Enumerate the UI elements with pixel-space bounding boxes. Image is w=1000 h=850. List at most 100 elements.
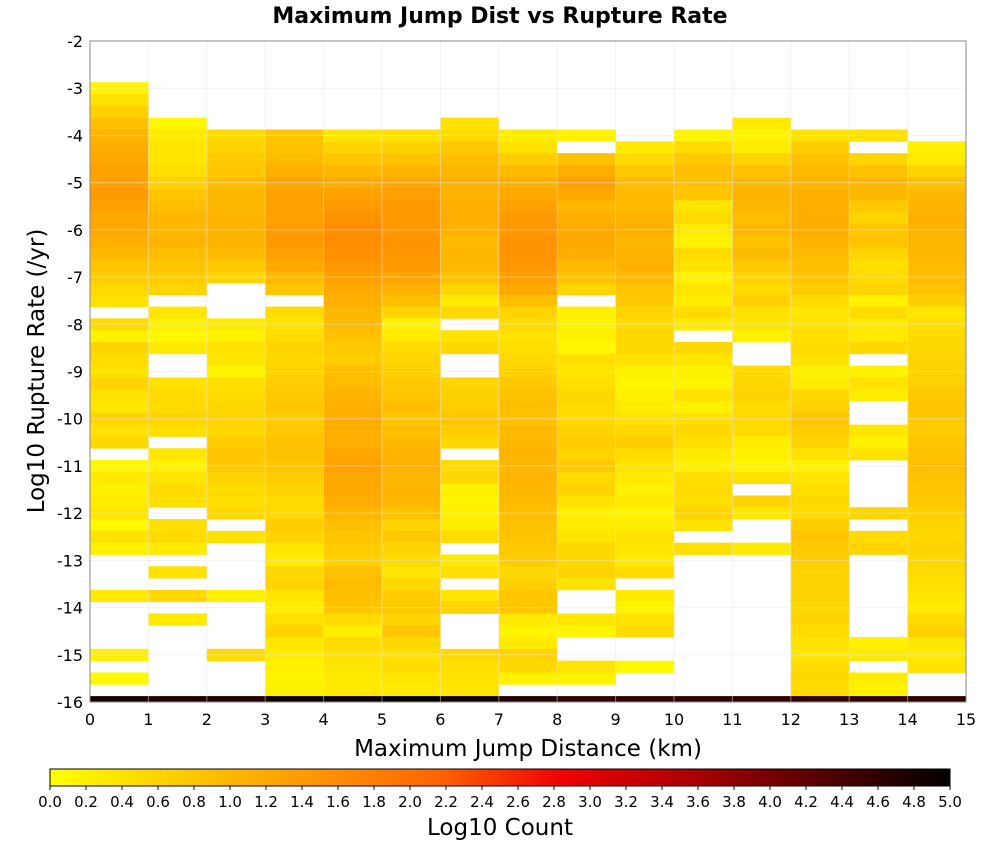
heatmap-cell [440, 495, 500, 508]
colorbar-tick-label: 3.4 [650, 793, 674, 811]
x-axis-label: Maximum Jump Distance (km) [354, 736, 702, 762]
y-tick-label: -4 [67, 126, 83, 145]
heatmap-cell [790, 589, 850, 603]
heatmap-cell [382, 672, 441, 685]
heatmap-cell [90, 483, 149, 496]
colorbar-tick-label: 1.8 [362, 793, 386, 811]
y-tick-label: -16 [57, 693, 83, 712]
heatmap-cell [90, 94, 149, 107]
heatmap-cell [907, 495, 967, 508]
colorbar-tick-label: 5.0 [938, 793, 962, 811]
heatmap-cell [382, 200, 441, 213]
heatmap-cell [615, 259, 675, 272]
y-tick-label: -15 [57, 646, 83, 665]
heatmap-cell [732, 188, 792, 201]
heatmap-cell [674, 353, 733, 366]
heatmap-cell [498, 377, 558, 390]
heatmap-cell [907, 282, 967, 296]
heatmap-cell [90, 377, 149, 390]
heatmap-cell [440, 566, 500, 579]
heatmap-cell [90, 341, 149, 355]
heatmap-cell [265, 389, 324, 402]
x-tick-label: 7 [494, 710, 504, 729]
heatmap-cell [265, 542, 324, 555]
heatmap-cell [265, 377, 324, 390]
x-tick-label: 4 [319, 710, 329, 729]
heatmap-cell [732, 495, 792, 508]
heatmap-cell [382, 684, 441, 697]
heatmap-cell [382, 188, 441, 201]
heatmap-cell [557, 542, 616, 555]
heatmap-cell [265, 200, 324, 213]
heatmap-cell [323, 200, 383, 213]
heatmap-cell [382, 637, 441, 650]
heatmap-cell [674, 401, 733, 414]
heatmap-cell [90, 389, 149, 402]
colorbar-tick-label: 2.8 [542, 793, 566, 811]
heatmap-cell [790, 424, 850, 437]
heatmap-cell [732, 212, 792, 225]
y-tick-label: -3 [67, 79, 83, 98]
heatmap-cell [206, 247, 266, 260]
heatmap-cell [557, 578, 616, 591]
heatmap-cell [323, 542, 383, 555]
heatmap-cell [557, 483, 616, 496]
heatmap-cell [265, 613, 324, 626]
heatmap-cell [206, 424, 266, 437]
heatmap-cell [674, 424, 733, 437]
colorbar-label: Log10 Count [427, 815, 573, 841]
heatmap-cell [732, 448, 792, 461]
heatmap-cell [265, 235, 324, 248]
heatmap-cell [790, 401, 850, 414]
heatmap-cell [498, 282, 558, 296]
heatmap-cell [323, 589, 383, 603]
heatmap-cell [557, 188, 616, 201]
heatmap-cell [440, 483, 500, 496]
heatmap-cell [557, 164, 616, 178]
heatmap-cell [265, 589, 324, 603]
heatmap-cell [382, 341, 441, 355]
heatmap-cell [674, 471, 733, 485]
heatmap-cell [323, 164, 383, 178]
heatmap-cell [323, 330, 383, 343]
heatmap-cell [907, 306, 967, 319]
heatmap-cell [907, 483, 967, 496]
heatmap-cell [557, 282, 616, 296]
heatmap-cell [382, 471, 441, 485]
heatmap-cell [265, 330, 324, 343]
heatmap-cell [265, 212, 324, 225]
heatmap-cell [615, 542, 675, 555]
heatmap-cell [265, 530, 324, 544]
heatmap-cell [557, 259, 616, 272]
heatmap-cell [90, 696, 149, 703]
x-tick-label: 14 [897, 710, 917, 729]
heatmap-cell [790, 259, 850, 272]
heatmap-cell [674, 341, 733, 355]
heatmap-cell [323, 436, 383, 449]
heatmap-cell [498, 294, 558, 307]
heatmap-cell [148, 235, 208, 248]
heatmap-cell [498, 578, 558, 591]
heatmap-cell [90, 294, 149, 307]
heatmap-cell [498, 519, 558, 532]
heatmap-cell [90, 542, 149, 555]
x-tick-label: 8 [552, 710, 562, 729]
heatmap-cell [265, 660, 324, 673]
heatmap-cell [265, 259, 324, 272]
heatmap-cell [498, 696, 558, 703]
heatmap-cell [323, 306, 383, 319]
heatmap-cell [440, 341, 500, 355]
heatmap-cell [148, 566, 208, 579]
heatmap-cell [382, 448, 441, 461]
heatmap-cell [907, 660, 967, 673]
heatmap-cell [498, 566, 558, 579]
heatmap-cell [907, 200, 967, 213]
heatmap-cell [849, 294, 908, 307]
colorbar-tick-label: 0.8 [182, 793, 206, 811]
heatmap-cell [557, 306, 616, 319]
heatmap-cell [148, 613, 208, 626]
heatmap-cell [265, 436, 324, 449]
colorbar-tick-label: 1.4 [290, 793, 314, 811]
heatmap-cell [498, 424, 558, 437]
heatmap-cell [90, 436, 149, 449]
